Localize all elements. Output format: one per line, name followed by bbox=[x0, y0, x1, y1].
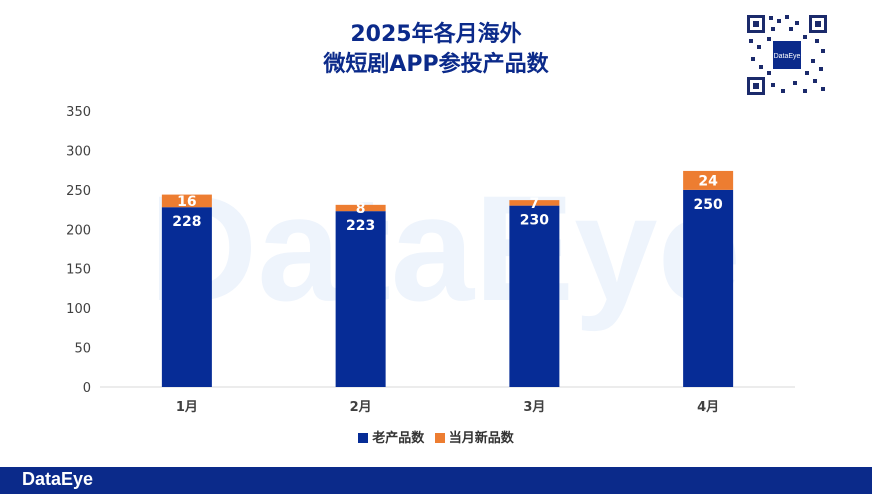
bar-new bbox=[683, 170, 734, 190]
bar-new bbox=[161, 194, 212, 208]
bar-old bbox=[683, 189, 734, 387]
bar-old bbox=[335, 211, 386, 387]
x-tick-label: 3月 bbox=[523, 400, 545, 415]
watermark: DataEye bbox=[149, 164, 741, 332]
y-tick-label: 50 bbox=[74, 342, 91, 357]
y-tick-label: 350 bbox=[66, 105, 91, 120]
x-tick-label: 4月 bbox=[697, 400, 719, 415]
chart-title-line2: 微短剧APP参投产品数 bbox=[323, 52, 549, 77]
y-tick-label: 100 bbox=[66, 302, 91, 317]
data-label-new: 8 bbox=[356, 201, 366, 217]
data-label-new: 16 bbox=[177, 194, 196, 210]
legend-swatch-new bbox=[434, 433, 445, 443]
footer-brand: DataEye bbox=[22, 469, 94, 489]
y-tick-label: 300 bbox=[66, 144, 91, 159]
footer-bar: DataEye bbox=[0, 467, 872, 494]
data-label-old: 250 bbox=[694, 197, 723, 213]
data-label-old: 223 bbox=[346, 218, 375, 234]
y-tick-label: 0 bbox=[83, 381, 91, 396]
legend-swatch-old bbox=[358, 433, 369, 443]
bar-new bbox=[335, 204, 386, 212]
data-label-old: 230 bbox=[520, 213, 549, 229]
y-tick-label: 250 bbox=[66, 184, 91, 199]
data-label-old: 228 bbox=[172, 214, 201, 230]
legend-item-new: 当月新品数 bbox=[434, 427, 514, 446]
data-label-new: 24 bbox=[698, 173, 718, 189]
qr-code-icon[interactable]: DataEye bbox=[745, 13, 829, 97]
bar-new bbox=[509, 200, 560, 206]
x-tick-label: 1月 bbox=[176, 400, 198, 415]
y-tick-label: 200 bbox=[66, 223, 91, 238]
bar-old bbox=[509, 205, 560, 387]
bar-old bbox=[161, 207, 212, 387]
y-tick-label: 150 bbox=[66, 263, 91, 278]
legend: 老产品数 当月新品数 bbox=[0, 427, 872, 446]
data-label-new: 7 bbox=[530, 196, 540, 212]
chart-title-line1: 2025年各月海外 bbox=[350, 22, 522, 47]
x-tick-label: 2月 bbox=[350, 400, 372, 415]
legend-label-old: 老产品数 bbox=[372, 431, 425, 446]
legend-item-old: 老产品数 bbox=[358, 427, 424, 446]
bar-chart: DataEye 0 50 100 150 200 250 300 350 1月 2月 3月 4月 22… bbox=[66, 105, 795, 415]
qr-label: DataEye bbox=[774, 53, 801, 60]
legend-label-new: 当月新品数 bbox=[448, 431, 514, 446]
